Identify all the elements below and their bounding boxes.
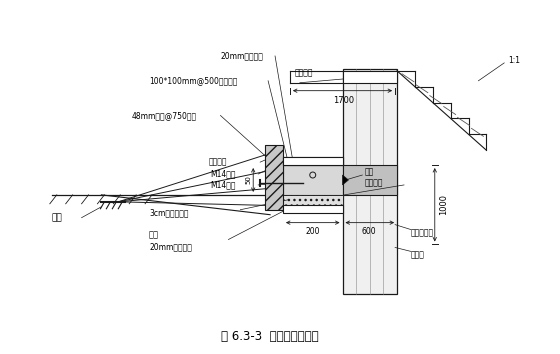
Text: 3cm砂浆找平层: 3cm砂浆找平层	[149, 208, 189, 217]
Text: 梁底标高: 梁底标高	[365, 178, 383, 188]
Text: M14螺杆: M14螺杆	[211, 181, 236, 189]
Text: 20mm厚竹胶板: 20mm厚竹胶板	[221, 51, 263, 61]
Text: 1:1: 1:1	[508, 56, 520, 65]
Text: 焊接: 焊接	[365, 167, 374, 177]
Text: 50: 50	[245, 176, 251, 184]
Text: 钻孔桩: 钻孔桩	[411, 250, 425, 259]
Text: 临时支撑: 临时支撑	[295, 68, 314, 77]
Bar	[283, 165, 343, 195]
Bar	[283, 205, 343, 213]
Bar	[283, 157, 343, 165]
Text: 地锚: 地锚	[52, 213, 63, 222]
Bar	[265, 145, 283, 210]
Text: 底模: 底模	[149, 230, 159, 239]
Bar	[343, 71, 397, 83]
Text: 1700: 1700	[333, 96, 354, 105]
Text: 钻孔桩主筋: 钻孔桩主筋	[411, 228, 434, 237]
Bar	[343, 69, 397, 294]
Text: 山型扣件: 山型扣件	[208, 158, 227, 167]
Text: 200: 200	[306, 227, 320, 236]
Text: M14螺帽: M14螺帽	[211, 170, 236, 178]
Bar	[283, 195, 343, 205]
Bar	[343, 165, 397, 195]
Text: 20mm厚竹胶板: 20mm厚竹胶板	[149, 242, 192, 251]
Text: 1000: 1000	[438, 194, 448, 215]
Bar	[283, 157, 343, 165]
Polygon shape	[343, 175, 348, 185]
Text: 600: 600	[362, 227, 377, 236]
Text: 图 6.3-3  圈梁施工示意图: 图 6.3-3 圈梁施工示意图	[221, 330, 319, 343]
Text: 100*100mm@500方木支撑: 100*100mm@500方木支撑	[149, 76, 237, 85]
Text: 48mm钢管@750支撑: 48mm钢管@750支撑	[131, 111, 197, 120]
